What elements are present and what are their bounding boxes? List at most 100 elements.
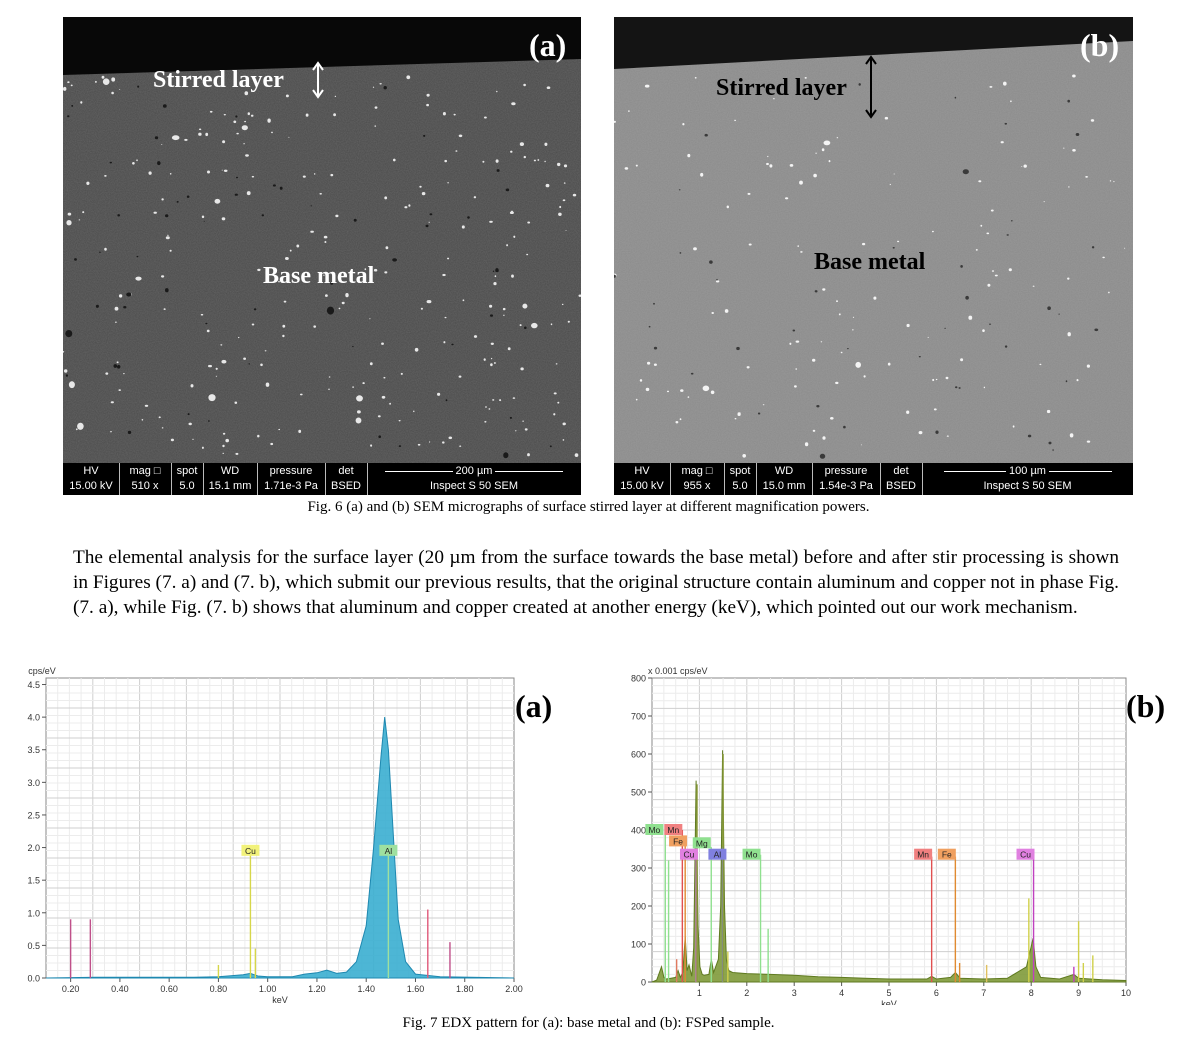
particle	[702, 385, 710, 392]
x-tick-label: 2	[744, 988, 749, 998]
particle	[443, 341, 446, 344]
particle	[1086, 364, 1090, 368]
particle	[119, 89, 121, 90]
particle	[489, 220, 493, 223]
particle	[1102, 256, 1105, 259]
spot-label: spot	[729, 465, 751, 477]
particle	[773, 98, 775, 100]
particle	[927, 336, 929, 338]
particle	[794, 385, 797, 388]
x-tick-label: 1.00	[259, 984, 277, 994]
particle	[792, 329, 796, 332]
particle	[558, 212, 562, 216]
particle	[678, 189, 681, 191]
particle	[116, 361, 119, 364]
hv-value: 15.00 kV	[620, 480, 664, 492]
particle	[757, 412, 761, 415]
particle	[1052, 449, 1054, 451]
pressure-label: pressure	[269, 465, 313, 477]
particle	[687, 153, 691, 158]
scale-label: 100 µm	[1006, 465, 1049, 477]
particle	[192, 438, 194, 441]
particle	[524, 428, 528, 431]
particle	[533, 159, 536, 162]
particle	[171, 135, 180, 141]
panel-letter-b: (b)	[1080, 27, 1120, 63]
particle	[221, 359, 227, 364]
particle	[110, 431, 112, 433]
particle	[1091, 246, 1095, 249]
particle	[473, 196, 477, 199]
particle	[574, 453, 579, 457]
particle	[369, 318, 371, 320]
body-paragraph: The elemental analysis for the surface l…	[73, 547, 1119, 618]
particle	[355, 417, 362, 424]
particle	[165, 214, 169, 218]
det-label: det	[893, 465, 909, 477]
particle	[493, 282, 497, 286]
y-tick-label: 200	[631, 902, 646, 912]
particle	[690, 372, 694, 375]
particle	[1003, 81, 1007, 86]
edx-panel-letter-b: (b)	[1126, 688, 1166, 724]
particle	[836, 137, 839, 139]
particle	[484, 421, 487, 423]
instrument-label: Inspect S 50 SEM	[983, 480, 1072, 492]
particle	[989, 86, 993, 88]
particle	[804, 77, 807, 79]
element-label: Mg	[696, 838, 708, 848]
particle	[333, 113, 336, 117]
element-label: Cu	[1020, 850, 1031, 860]
particle	[188, 422, 192, 426]
particle	[221, 169, 223, 171]
particle	[104, 175, 107, 177]
element-label: Cu	[684, 850, 695, 860]
particle	[989, 323, 991, 325]
particle	[679, 418, 682, 421]
particle	[384, 196, 388, 200]
particle	[288, 136, 290, 138]
particle	[63, 86, 67, 91]
particle	[789, 342, 792, 345]
particle	[126, 292, 132, 297]
y-tick-label: 4.0	[27, 713, 40, 723]
particle	[442, 441, 445, 444]
particle	[711, 312, 714, 314]
particle	[157, 161, 161, 166]
particle	[933, 408, 937, 411]
particle	[398, 445, 402, 447]
scale-bar-a: 200 µm Inspect S 50 SEM	[367, 463, 581, 495]
particle	[310, 230, 314, 233]
particle	[862, 242, 866, 246]
particle	[523, 83, 526, 87]
particle	[897, 240, 900, 243]
particle	[82, 211, 85, 214]
particle	[169, 173, 172, 175]
particle	[1043, 201, 1045, 203]
y-axis-label: cps/eV	[28, 666, 56, 676]
x-tick-label: 0.60	[160, 984, 178, 994]
particle	[165, 236, 170, 240]
particle	[795, 368, 797, 370]
particle	[442, 273, 446, 277]
particle	[102, 78, 110, 85]
grid	[652, 678, 1126, 982]
particle	[531, 322, 538, 329]
particle	[243, 357, 247, 360]
particle	[65, 330, 73, 338]
particle	[264, 350, 267, 352]
particle	[1010, 100, 1012, 103]
particle	[906, 323, 910, 328]
y-tick-label: 1.0	[27, 908, 40, 918]
particle	[1021, 166, 1023, 168]
particle	[352, 345, 354, 348]
particle	[215, 375, 217, 377]
element-label: Mn	[917, 850, 929, 860]
particle	[614, 120, 616, 123]
particle	[565, 230, 567, 232]
particle	[553, 413, 556, 416]
particle	[170, 438, 174, 442]
y-tick-label: 700	[631, 712, 646, 722]
particle	[296, 244, 300, 248]
y-tick-label: 3.0	[27, 778, 40, 788]
